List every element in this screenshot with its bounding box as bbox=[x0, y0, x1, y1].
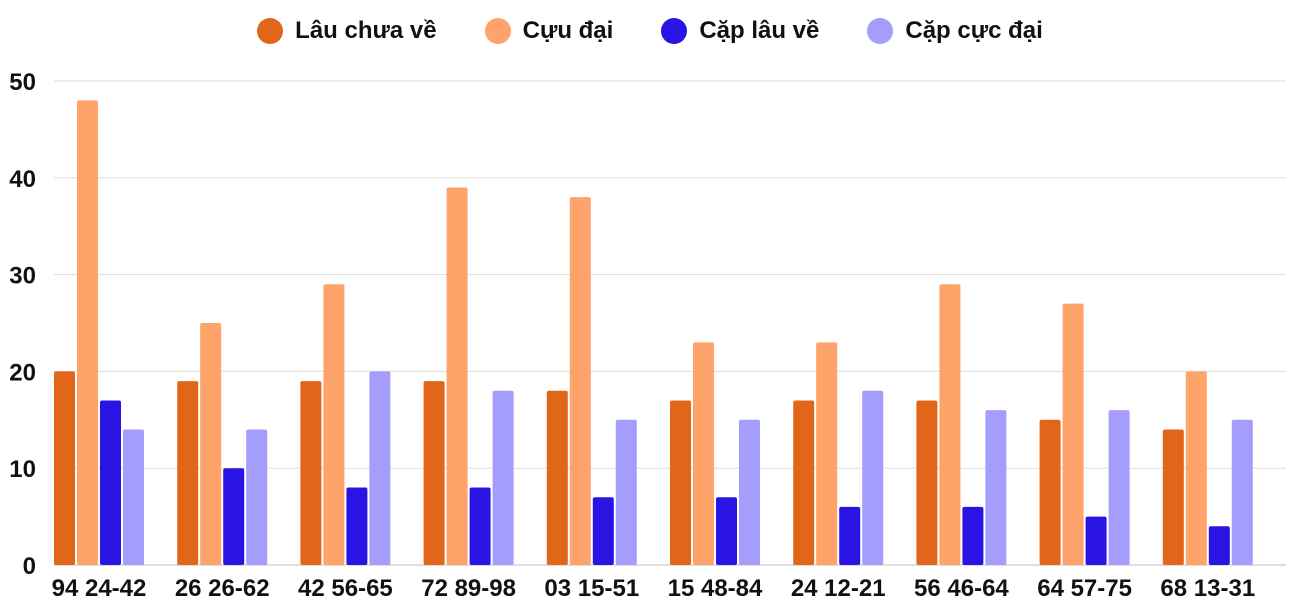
x-tick-label: 68 13-31 bbox=[1160, 575, 1255, 600]
bar[interactable] bbox=[569, 197, 591, 565]
legend-swatch bbox=[484, 18, 511, 44]
bar[interactable] bbox=[1039, 419, 1061, 565]
bar[interactable] bbox=[546, 390, 568, 565]
y-tick-label: 30 bbox=[9, 263, 36, 290]
bar[interactable] bbox=[670, 400, 691, 565]
bar[interactable] bbox=[816, 342, 838, 565]
bar[interactable] bbox=[100, 400, 121, 565]
y-tick-label: 40 bbox=[9, 166, 36, 193]
y-tick-label: 50 bbox=[9, 69, 36, 96]
x-tick-label: 15 48-84 bbox=[668, 575, 763, 600]
bar[interactable] bbox=[839, 506, 861, 565]
legend-swatch bbox=[867, 18, 894, 44]
legend: Lâu chưa về Cựu đại Cặp lâu về Cặp cực đại bbox=[0, 14, 1300, 48]
bar[interactable] bbox=[346, 487, 368, 565]
legend-label: Cựu đại bbox=[522, 17, 614, 44]
legend-swatch bbox=[257, 18, 284, 44]
x-tick-label: 72 89-98 bbox=[421, 575, 516, 600]
legend-item[interactable]: Cựu đại bbox=[484, 17, 614, 45]
bar[interactable] bbox=[54, 371, 75, 565]
legend-item[interactable]: Cặp lâu về bbox=[661, 17, 819, 45]
legend-label: Cặp lâu về bbox=[699, 17, 820, 44]
x-tick-label: 24 12-21 bbox=[791, 575, 886, 600]
bar[interactable] bbox=[1208, 526, 1230, 565]
bar[interactable] bbox=[985, 410, 1007, 565]
x-tick-label: 56 46-64 bbox=[914, 575, 1009, 600]
x-tick-label: 94 24-42 bbox=[52, 575, 147, 600]
bar[interactable] bbox=[1062, 303, 1084, 565]
bar[interactable] bbox=[446, 187, 468, 566]
bar[interactable] bbox=[1108, 410, 1130, 565]
bar[interactable] bbox=[716, 497, 737, 565]
bar[interactable] bbox=[739, 419, 760, 565]
legend-item[interactable]: Lâu chưa về bbox=[257, 17, 437, 45]
bar[interactable] bbox=[862, 390, 884, 565]
legend-label: Cặp cực đại bbox=[905, 17, 1043, 44]
bar[interactable] bbox=[693, 342, 714, 565]
y-tick-label: 10 bbox=[9, 456, 36, 483]
bar[interactable] bbox=[369, 371, 391, 565]
bar[interactable] bbox=[1231, 419, 1253, 565]
legend-label: Lâu chưa về bbox=[295, 17, 437, 44]
x-tick-label: 42 56-65 bbox=[298, 575, 393, 600]
x-tick-label: 26 26-62 bbox=[175, 575, 270, 600]
bar[interactable] bbox=[323, 284, 345, 565]
bar[interactable] bbox=[492, 390, 514, 565]
y-tick-label: 0 bbox=[23, 553, 36, 580]
bar[interactable] bbox=[592, 497, 614, 565]
bar[interactable] bbox=[962, 506, 984, 565]
bar[interactable] bbox=[916, 400, 938, 565]
bar[interactable] bbox=[423, 381, 445, 565]
bar[interactable] bbox=[77, 100, 98, 566]
bar[interactable] bbox=[615, 419, 637, 565]
bar[interactable] bbox=[1085, 516, 1107, 565]
y-tick-label: 20 bbox=[9, 359, 36, 386]
x-tick-label: 03 15-51 bbox=[544, 575, 639, 600]
bar[interactable] bbox=[177, 381, 199, 565]
legend-swatch bbox=[661, 18, 688, 44]
legend-item[interactable]: Cặp cực đại bbox=[867, 17, 1043, 45]
bar[interactable] bbox=[1185, 371, 1207, 565]
bar[interactable] bbox=[123, 429, 144, 565]
bar[interactable] bbox=[246, 429, 268, 565]
bar[interactable] bbox=[223, 468, 245, 565]
bar[interactable] bbox=[469, 487, 491, 565]
bar[interactable] bbox=[793, 400, 815, 565]
bar[interactable] bbox=[300, 381, 322, 565]
x-tick-label: 64 57-75 bbox=[1037, 575, 1132, 600]
bar[interactable] bbox=[1162, 429, 1184, 565]
bar[interactable] bbox=[939, 284, 961, 565]
bar[interactable] bbox=[200, 323, 222, 565]
